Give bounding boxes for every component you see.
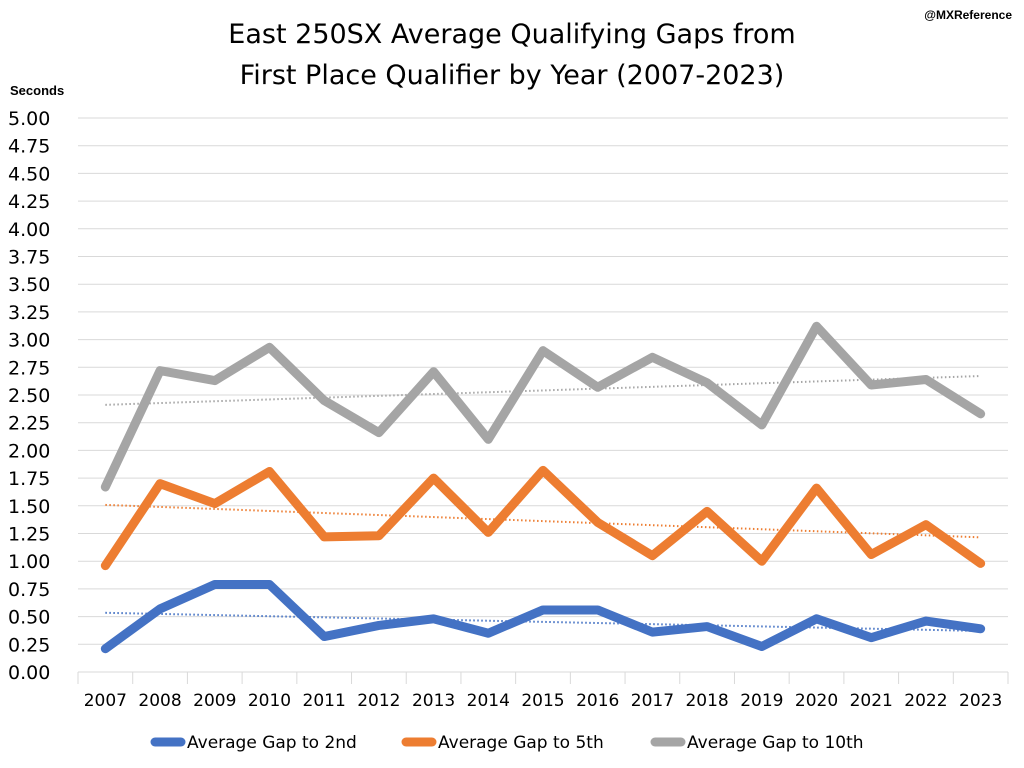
x-tick-label: 2021 (850, 691, 893, 711)
y-tick-label: 1.75 (8, 468, 50, 490)
x-axis (77, 671, 1009, 684)
series-lines (100, 321, 986, 654)
x-tick-label: 2023 (959, 691, 1002, 711)
x-tick-label: 2019 (740, 691, 783, 711)
x-tick-label: 2011 (303, 691, 346, 711)
y-tick-label: 2.00 (8, 440, 50, 462)
y-tick-label: 3.00 (8, 330, 50, 352)
legend-item: Average Gap to 10th (650, 733, 864, 753)
legend-item: Average Gap to 5th (401, 733, 604, 753)
legend-label: Average Gap to 10th (687, 733, 864, 753)
series-line-3 (100, 321, 986, 492)
y-tick-label: 3.75 (8, 247, 50, 269)
y-tick-label: 0.50 (8, 607, 50, 629)
x-tick-label: 2008 (138, 691, 181, 711)
x-tick-label: 2022 (904, 691, 947, 711)
x-tick-labels: 2007 2008 2009 2010 2011 2012 2013 2014 2015 2016… (84, 691, 1003, 711)
chart-title-line-1: East 250SX Average Qualifying Gaps from (228, 19, 795, 50)
legend-label: Average Gap to 5th (438, 733, 604, 753)
y-tick-label: 0.00 (8, 662, 50, 684)
x-tick-label: 2007 (84, 691, 127, 711)
trendline-3 (105, 375, 981, 406)
y-tick-label: 2.25 (8, 413, 50, 435)
x-tick-label: 2016 (576, 691, 619, 711)
legend-label: Average Gap to 2nd (187, 733, 357, 753)
y-axis-label: Seconds (10, 83, 64, 98)
y-tick-label: 1.50 (8, 496, 50, 518)
y-tick-label: 4.25 (8, 191, 50, 213)
watermark: @MXReference (924, 8, 1012, 22)
legend-item: Average Gap to 2nd (150, 733, 357, 753)
y-tick-label: 4.75 (8, 136, 50, 158)
legend: Average Gap to 2nd Average Gap to 5th Aver… (150, 733, 864, 753)
y-tick-labels: 0.00 0.25 0.50 0.75 1.00 1.25 1.50 1.75 2.00 2.25… (8, 108, 50, 684)
y-tick-label: 0.25 (8, 634, 50, 656)
y-tick-label: 5.00 (8, 108, 50, 130)
x-tick-label: 2010 (248, 691, 291, 711)
y-tick-label: 4.00 (8, 219, 50, 241)
x-tick-label: 2018 (685, 691, 728, 711)
x-tick-label: 2013 (412, 691, 455, 711)
y-tick-label: 3.50 (8, 274, 50, 296)
y-tick-label: 2.50 (8, 385, 50, 407)
trendlines (105, 375, 981, 632)
y-tick-label: 0.75 (8, 579, 50, 601)
chart-title-line-2: First Place Qualifier by Year (2007-2023… (240, 60, 785, 91)
x-tick-label: 2014 (467, 691, 510, 711)
x-tick-label: 2009 (193, 691, 236, 711)
y-tick-label: 4.50 (8, 163, 50, 185)
x-tick-label: 2015 (521, 691, 564, 711)
series-line-2 (100, 465, 986, 571)
x-tick-label: 2017 (631, 691, 674, 711)
x-tick-label: 2020 (795, 691, 838, 711)
y-tick-label: 2.75 (8, 357, 50, 379)
y-tick-label: 3.25 (8, 302, 50, 324)
y-tick-label: 1.00 (8, 551, 50, 573)
y-tick-label: 1.25 (8, 524, 50, 546)
x-tick-label: 2012 (357, 691, 400, 711)
